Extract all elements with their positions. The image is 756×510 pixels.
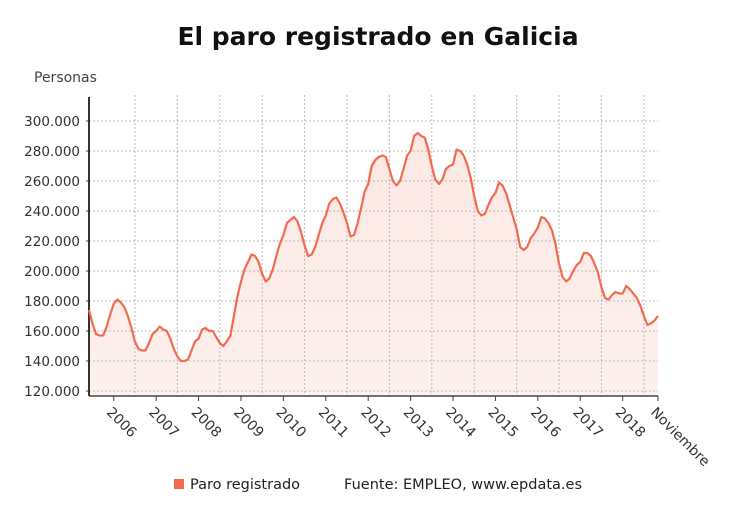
x-tick-label: 2013 [400,405,437,442]
area-fill [89,133,658,396]
x-tick-label: 2006 [103,405,140,442]
x-tick-label: 2015 [485,405,522,442]
y-axis-label: Personas [34,70,97,86]
y-tick-label: 280.000 [24,144,80,160]
x-tick-label: 2017 [569,405,606,442]
x-tick-label: 2014 [442,405,479,442]
y-tick-label: 260.000 [24,174,80,190]
source-note: Fuente: EMPLEO, www.epdata.es [344,477,583,493]
x-tick-label: 2010 [273,405,310,442]
y-tick-label: 140.000 [24,354,80,370]
x-tick-label: 2012 [357,405,394,442]
x-tick-label: 2007 [145,405,182,442]
x-tick-label: 2018 [612,405,649,442]
x-tick-label: 2008 [188,405,225,442]
x-tick-label: Noviembre [647,405,712,470]
y-tick-label: 300.000 [24,114,80,130]
x-tick-label: 2011 [315,405,352,442]
y-tick-label: 160.000 [24,324,80,340]
x-tick-label: 2009 [230,405,267,442]
chart-title: El paro registrado en Galicia [177,22,579,51]
y-tick-label: 240.000 [24,204,80,220]
series-line-paro-registrado [87,131,659,363]
y-tick-label: 220.000 [24,234,80,250]
y-tick-label: 180.000 [24,294,80,310]
y-tick-label: 200.000 [24,264,80,280]
legend-swatch [173,479,184,489]
legend-label: Paro registrado [189,477,301,493]
x-tick-label: 2016 [527,405,564,442]
y-tick-label: 120.000 [24,384,80,400]
legend: Paro registrado Fuente: EMPLEO, www.epdat… [0,477,756,493]
